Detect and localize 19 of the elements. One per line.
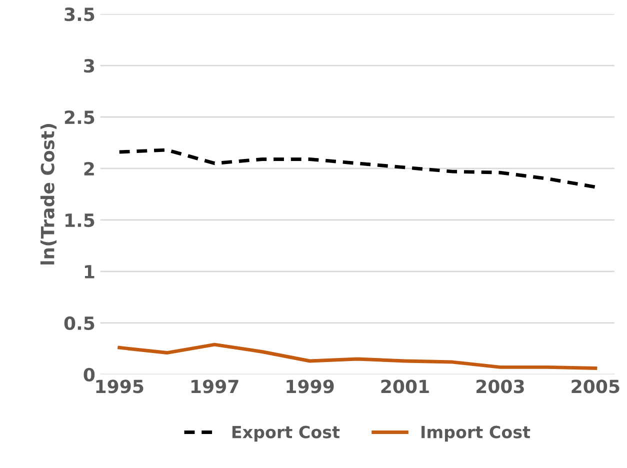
x-tick-label: 2003 <box>476 380 524 394</box>
y-tick-label: 3 <box>84 58 94 73</box>
y-tick-label: 1.5 <box>66 214 94 228</box>
x-tick-label: 1999 <box>286 380 334 394</box>
y-tick-label: 0 <box>84 368 95 382</box>
x-tick-label: 2001 <box>381 380 429 394</box>
y-tick-label: 2.5 <box>64 110 94 124</box>
line-series <box>118 148 598 189</box>
legend-label: Export Cost <box>232 426 340 442</box>
x-tick-label: 1995 <box>96 380 144 394</box>
y-tick-label: 0.5 <box>64 316 94 330</box>
y-tick-label: 3.5 <box>64 8 94 22</box>
y-tick-label: 1 <box>84 265 94 278</box>
y-tick-label: 2 <box>84 162 94 176</box>
y-axis-title: ln(Trade Cost) <box>40 124 57 264</box>
x-tick-label: 2005 <box>572 380 620 394</box>
x-tick-label: 1997 <box>191 380 238 394</box>
legend-label: Import Cost <box>422 426 530 442</box>
line-series <box>118 342 598 370</box>
